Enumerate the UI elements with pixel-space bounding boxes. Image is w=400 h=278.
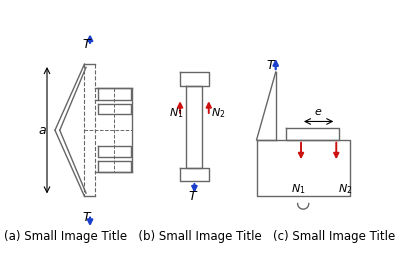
Text: $N_2$: $N_2$ (338, 182, 352, 196)
Text: $T$: $T$ (188, 190, 198, 203)
Text: $T$: $T$ (266, 59, 276, 72)
Text: $a$: $a$ (38, 124, 47, 137)
Text: $T$: $T$ (82, 38, 92, 51)
Text: (a) Small Image Title   (b) Small Image Title   (c) Small Image Title: (a) Small Image Title (b) Small Image Ti… (4, 230, 396, 244)
Text: $N_1$: $N_1$ (292, 182, 306, 196)
Text: $N_1$: $N_1$ (169, 106, 184, 120)
Text: $T$: $T$ (82, 211, 92, 224)
Text: $e$: $e$ (314, 107, 323, 117)
Text: $N_2$: $N_2$ (211, 106, 226, 120)
